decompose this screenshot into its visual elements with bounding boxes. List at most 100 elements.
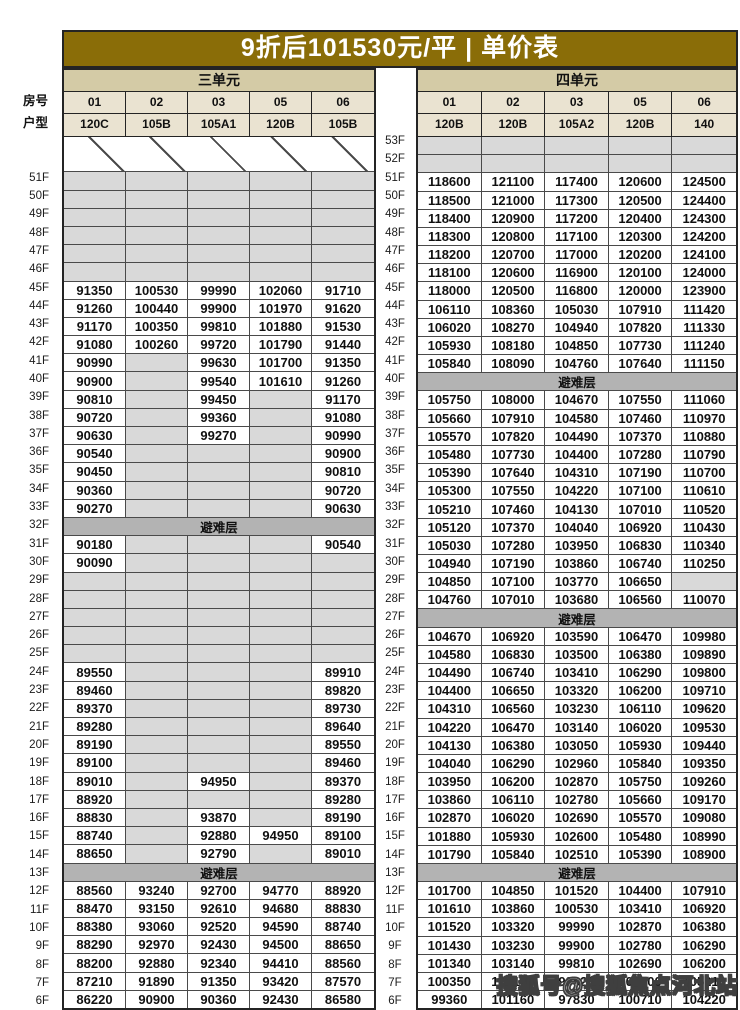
empty-price-cell bbox=[126, 536, 188, 554]
price-cell: 107460 bbox=[609, 409, 673, 427]
price-cell: 105930 bbox=[418, 336, 482, 355]
watermark: 搜狐号@搜狐焦点河北站 bbox=[496, 974, 738, 998]
empty-price-cell bbox=[188, 554, 250, 572]
floor-row: 88560 93240 92700 94770 88920 bbox=[64, 881, 374, 900]
price-cell: 109980 bbox=[682, 628, 726, 644]
floor-label: 47F bbox=[385, 244, 405, 257]
price-cell: 99720 bbox=[188, 336, 250, 354]
price-cell: 87210 bbox=[64, 972, 126, 990]
floor-row: 90720 99360 91080 bbox=[64, 408, 374, 427]
floor-label: 40F bbox=[385, 373, 405, 385]
price-cell: 99810 bbox=[545, 954, 609, 972]
label-spacer bbox=[376, 68, 414, 89]
price-cell: 105840 bbox=[418, 355, 482, 373]
empty-price-cell bbox=[188, 172, 250, 190]
floor-row: 88290 92970 92430 94500 88650 bbox=[64, 936, 374, 955]
price-cell: 111150 bbox=[683, 356, 725, 372]
empty-price-cell bbox=[312, 172, 374, 190]
price-cell: 104220 bbox=[545, 482, 609, 500]
price-cell: 117100 bbox=[545, 227, 609, 246]
price-cell: 106830 bbox=[482, 645, 546, 663]
floor-label: 9F bbox=[388, 940, 402, 953]
empty-price-cell bbox=[188, 481, 250, 499]
empty-price-cell bbox=[126, 736, 188, 754]
price-cell: 90900 bbox=[126, 990, 188, 1008]
empty-price-cell bbox=[126, 427, 188, 445]
price-cell: 91530 bbox=[324, 318, 362, 334]
empty-price-cell bbox=[250, 845, 312, 863]
price-cell: 94680 bbox=[250, 899, 312, 918]
price-cell: 99900 bbox=[188, 299, 250, 317]
price-cell: 106290 bbox=[682, 937, 726, 953]
floor-row bbox=[64, 572, 374, 591]
price-cell: 108180 bbox=[482, 336, 546, 355]
price-cell: 90090 bbox=[64, 554, 126, 572]
price-cell: 105750 bbox=[609, 773, 673, 791]
price-cell: 105390 bbox=[418, 464, 482, 482]
empty-price-cell bbox=[312, 645, 374, 663]
price-cell: 88470 bbox=[64, 899, 126, 918]
price-cell: 107910 bbox=[609, 300, 673, 318]
price-cell: 107100 bbox=[482, 573, 546, 591]
price-cell: 120100 bbox=[609, 264, 673, 282]
price-cell: 105210 bbox=[682, 973, 726, 989]
price-cell: 109440 bbox=[682, 737, 726, 753]
floor-row: 105120 107370 104040 106920 110430 bbox=[418, 518, 736, 537]
price-cell: 106290 bbox=[482, 754, 546, 773]
empty-price-cell bbox=[188, 536, 250, 554]
price-cell: 104850 bbox=[418, 573, 482, 591]
price-cell: 88380 bbox=[64, 918, 126, 936]
price-cell: 105660 bbox=[418, 409, 482, 427]
price-cell: 92790 bbox=[188, 845, 250, 863]
empty-price-cell bbox=[545, 137, 609, 155]
price-cell: 104490 bbox=[545, 427, 609, 445]
price-cell: 99990 bbox=[545, 918, 609, 936]
empty-price-cell bbox=[250, 554, 312, 572]
price-cell: 120900 bbox=[482, 209, 546, 227]
price-cell: 92880 bbox=[188, 827, 250, 845]
empty-price-cell bbox=[126, 627, 188, 645]
floor-label: 50F bbox=[29, 190, 49, 203]
floor-row: 105390 107640 104310 107190 110700 bbox=[418, 464, 736, 483]
price-cell: 90540 bbox=[324, 537, 362, 553]
floor-row bbox=[64, 590, 374, 609]
price-cell: 91350 bbox=[64, 281, 126, 299]
floor-row: 90990 99630 101700 91350 bbox=[64, 354, 374, 373]
empty-price-cell bbox=[188, 226, 250, 245]
floor-label: 18F bbox=[29, 775, 49, 788]
price-cell: 109800 bbox=[682, 665, 726, 681]
price-cell: 102690 bbox=[609, 954, 673, 972]
price-cell: 102690 bbox=[545, 809, 609, 827]
empty-price-cell bbox=[188, 663, 250, 681]
price-cell: 101700 bbox=[609, 972, 673, 991]
price-cell: 106740 bbox=[609, 554, 673, 573]
floor-label: 33F bbox=[385, 501, 405, 514]
price-cell: 106020 bbox=[609, 718, 673, 736]
price-cell: 90990 bbox=[324, 428, 362, 444]
price-cell: 120800 bbox=[482, 227, 546, 246]
empty-price-cell bbox=[126, 481, 188, 499]
price-cell: 105840 bbox=[609, 754, 673, 773]
price-cell: 103950 bbox=[545, 536, 609, 554]
floor-row: 106110 108360 105030 107910 111420 bbox=[418, 300, 736, 319]
empty-price-cell bbox=[64, 590, 126, 608]
price-cell: 101790 bbox=[250, 336, 312, 354]
price-cell: 94590 bbox=[250, 918, 312, 936]
price-cell: 109080 bbox=[682, 810, 726, 826]
price-cell: 106380 bbox=[482, 736, 546, 754]
price-cell: 90810 bbox=[324, 464, 362, 480]
empty-price-cell bbox=[250, 172, 312, 190]
floor-row: 105210 107460 104130 107010 110520 bbox=[418, 500, 736, 519]
empty-price-cell bbox=[608, 155, 673, 173]
floor-label: 23F bbox=[29, 684, 49, 697]
floor-row: 104670 106920 103590 106470 109980 bbox=[418, 627, 736, 646]
price-cell: 90630 bbox=[64, 427, 126, 445]
price-cell: 101970 bbox=[250, 299, 312, 317]
price-cell: 100350 bbox=[418, 972, 482, 991]
price-cell: 103860 bbox=[545, 554, 609, 573]
floor-row: 105300 107550 104220 107100 110610 bbox=[418, 482, 736, 501]
unit-type-row: 120C 105B 105A1 120B 105B bbox=[64, 114, 374, 137]
empty-price-cell bbox=[672, 155, 736, 173]
price-cell: 100530 bbox=[126, 281, 188, 299]
floor-row: 118000 120500 116800 120000 123900 bbox=[418, 282, 736, 301]
